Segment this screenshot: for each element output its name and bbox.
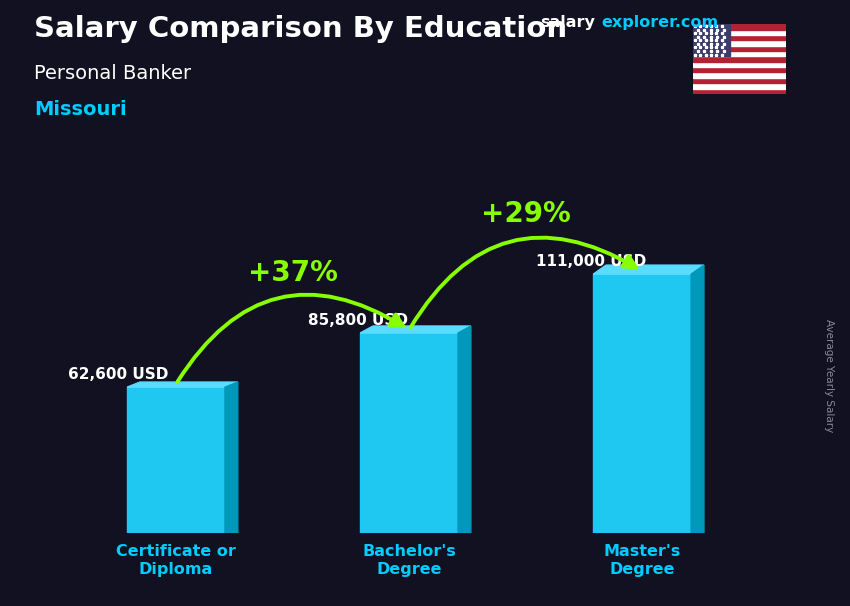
Text: salary: salary [540, 15, 595, 30]
Bar [693, 24, 730, 56]
Bar [693, 78, 786, 83]
Text: Personal Banker: Personal Banker [34, 64, 191, 82]
Bar [693, 67, 786, 73]
Bar [693, 35, 786, 41]
Text: 62,600 USD: 62,600 USD [68, 367, 168, 382]
Bar [693, 51, 786, 56]
Bar [693, 30, 786, 35]
Polygon shape [225, 382, 238, 533]
Polygon shape [360, 326, 471, 333]
Text: +37%: +37% [247, 259, 337, 287]
Polygon shape [691, 265, 704, 533]
Text: 111,000 USD: 111,000 USD [536, 255, 646, 270]
Bar [693, 24, 786, 30]
Bar [693, 88, 786, 94]
Bar [693, 83, 786, 88]
Bar [693, 73, 786, 78]
Bar [693, 41, 786, 45]
Bar [693, 56, 786, 62]
Polygon shape [458, 326, 471, 533]
Text: Salary Comparison By Education: Salary Comparison By Education [34, 15, 567, 43]
Text: +29%: +29% [481, 201, 570, 228]
Bar [693, 45, 786, 51]
Text: explorer.com: explorer.com [602, 15, 719, 30]
Bar [693, 62, 786, 67]
Text: 85,800 USD: 85,800 USD [308, 313, 408, 328]
Text: Missouri: Missouri [34, 100, 127, 119]
Text: Average Yearly Salary: Average Yearly Salary [824, 319, 834, 432]
Bar [360, 333, 458, 533]
Polygon shape [128, 382, 238, 387]
Bar [128, 387, 225, 533]
Bar [593, 274, 691, 533]
Polygon shape [593, 265, 704, 274]
